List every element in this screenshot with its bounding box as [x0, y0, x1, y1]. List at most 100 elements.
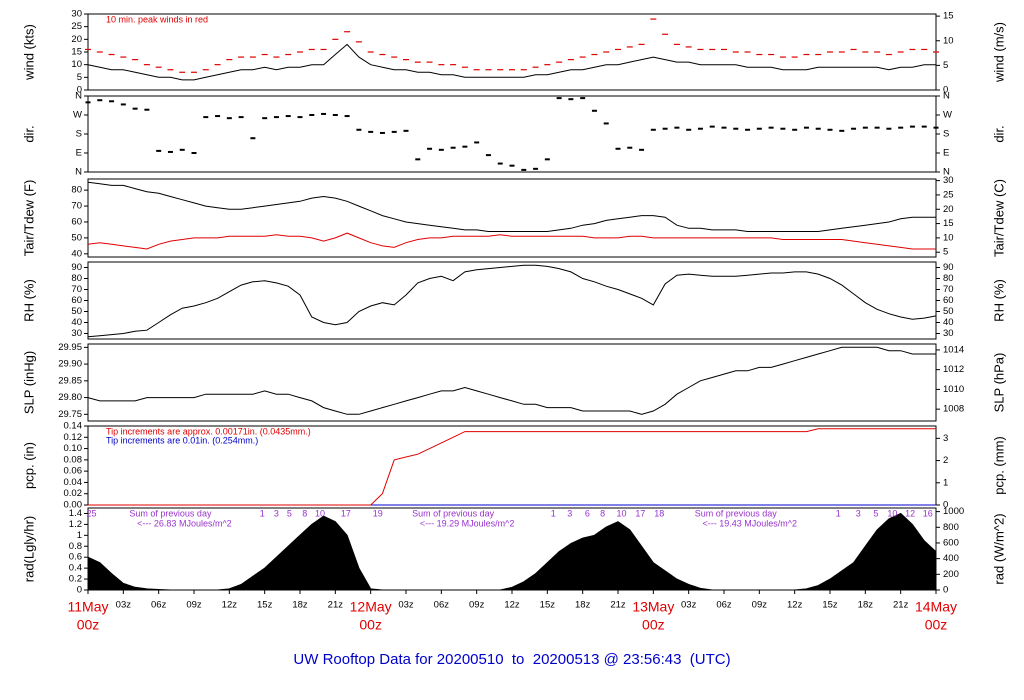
y2-tick-label: N: [943, 167, 950, 178]
y-tick-label: 0.14: [64, 421, 83, 432]
y2-tick-label: 10: [943, 232, 954, 243]
series-line: [87, 43, 936, 81]
y2-tick-label: 90: [943, 262, 954, 273]
y2-tick-label: 1000: [943, 506, 964, 517]
y-tick-label: 50: [71, 232, 82, 243]
hour-marker: 17: [341, 508, 351, 518]
y-tick-label: 29.75: [58, 409, 82, 420]
y-tick-label: 0.02: [64, 488, 83, 499]
x-day-label: 14May: [915, 599, 957, 615]
y-tick-label: 90: [71, 262, 82, 273]
x-tick-label: 18z: [292, 600, 308, 611]
y2-tick-label: 40: [943, 317, 954, 328]
y2-tick-label: S: [943, 129, 949, 140]
y-tick-label: S: [76, 129, 82, 140]
daily-sum-title: Sum of previous day: [412, 508, 495, 518]
y2-tick-label: 1010: [943, 384, 964, 395]
x-tick-label: 03z: [398, 600, 414, 611]
x-tick-label: 09z: [752, 600, 768, 611]
hour-marker: 1: [551, 508, 556, 518]
y2-tick-label: 0: [943, 85, 948, 96]
hour-marker: 19: [373, 508, 383, 518]
y2-tick-label: N: [943, 91, 950, 102]
x-tick-label: 06z: [151, 600, 167, 611]
y-tick-label: 0.04: [64, 477, 83, 488]
chart-title: UW Rooftop Data for 20200510 to 20200513…: [293, 651, 730, 668]
hour-marker: 10: [315, 508, 325, 518]
y-tick-label: W: [73, 110, 82, 121]
hour-marker: 16: [923, 508, 933, 518]
y-tick-label: 80: [71, 185, 82, 196]
y-tick-label: 40: [71, 317, 82, 328]
y2-tick-label: 15: [943, 218, 954, 229]
y2-tick-label: 15: [943, 11, 954, 22]
hour-marker: 5: [287, 508, 292, 518]
y-tick-label: 1: [77, 530, 82, 541]
panel-frame: [87, 95, 937, 173]
y-tick-label: 60: [71, 216, 82, 227]
hour-marker: 17: [635, 508, 645, 518]
x-tick-label: 21z: [610, 600, 626, 611]
y-tick-label: 30: [71, 328, 82, 339]
x-tick-label: 12z: [787, 600, 803, 611]
y2-tick-label: 5: [943, 60, 948, 71]
y2-axis-label: Tair/Tdew (C): [991, 179, 1006, 257]
y2-tick-label: 600: [943, 537, 959, 548]
annotation: 10 min. peak winds in red: [106, 14, 208, 24]
y2-tick-label: 30: [943, 175, 954, 186]
y-tick-label: N: [75, 167, 82, 178]
x-day-hour-label: 00z: [925, 617, 948, 633]
radiation-area: [87, 512, 937, 591]
x-tick-label: 21z: [328, 600, 344, 611]
y-tick-label: 0.10: [64, 443, 83, 454]
y2-tick-label: 1012: [943, 364, 964, 375]
hour-marker: 10: [617, 508, 627, 518]
daily-sum-value: <--- 26.83 MJoules/m^2: [137, 518, 232, 528]
y2-tick-label: 30: [943, 328, 954, 339]
y2-axis-label: pcp. (mm): [991, 436, 1006, 495]
y2-tick-label: 3: [943, 433, 948, 444]
hour-marker: 3: [856, 508, 861, 518]
y-tick-label: 0.12: [64, 432, 83, 443]
y-tick-label: 29.90: [58, 359, 82, 370]
y2-tick-label: 1: [943, 477, 948, 488]
x-day-label: 13May: [632, 599, 674, 615]
y2-tick-label: 20: [943, 204, 954, 215]
daily-sum-title: Sum of previous day: [129, 508, 212, 518]
y-tick-label: 29.80: [58, 392, 82, 403]
hour-marker: 12: [905, 508, 915, 518]
y-tick-label: 20: [71, 34, 82, 45]
y-tick-label: 0.08: [64, 454, 83, 465]
y-tick-label: 0.6: [69, 552, 82, 563]
y-tick-label: 70: [71, 284, 82, 295]
y-tick-label: 0.06: [64, 466, 83, 477]
x-tick-label: 12z: [222, 600, 238, 611]
y-tick-label: 70: [71, 201, 82, 212]
panel-frame: [87, 343, 937, 422]
hour-marker: 3: [567, 508, 572, 518]
y2-axis-label: SLP (hPa): [991, 353, 1006, 413]
y-axis-label: wind (kts): [21, 24, 36, 81]
annotation: Tip increments are approx. 0.00171in. (0…: [106, 426, 311, 436]
y2-tick-label: 1014: [943, 344, 964, 355]
y-tick-label: 0: [77, 85, 82, 96]
daily-sum-title: Sum of previous day: [695, 508, 778, 518]
x-tick-label: 15z: [822, 600, 838, 611]
hour-marker: 5: [873, 508, 878, 518]
hour-marker: 6: [585, 508, 590, 518]
y2-tick-label: 0: [943, 500, 948, 511]
hour-marker: 8: [600, 508, 605, 518]
x-tick-label: 09z: [186, 600, 202, 611]
y-tick-label: 0: [77, 585, 82, 596]
y2-tick-label: 5: [943, 247, 948, 258]
y2-axis-label: wind (m/s): [991, 22, 1006, 83]
panel-frame: [87, 13, 937, 91]
y-tick-label: 10: [71, 59, 82, 70]
y-tick-label: 0.2: [69, 574, 82, 585]
y2-axis-label: dir.: [991, 125, 1006, 142]
y-tick-label: 1.2: [69, 519, 82, 530]
x-tick-label: 12z: [504, 600, 520, 611]
y2-tick-label: 400: [943, 553, 959, 564]
daily-sum-value: <--- 19.43 MJoules/m^2: [703, 518, 798, 528]
